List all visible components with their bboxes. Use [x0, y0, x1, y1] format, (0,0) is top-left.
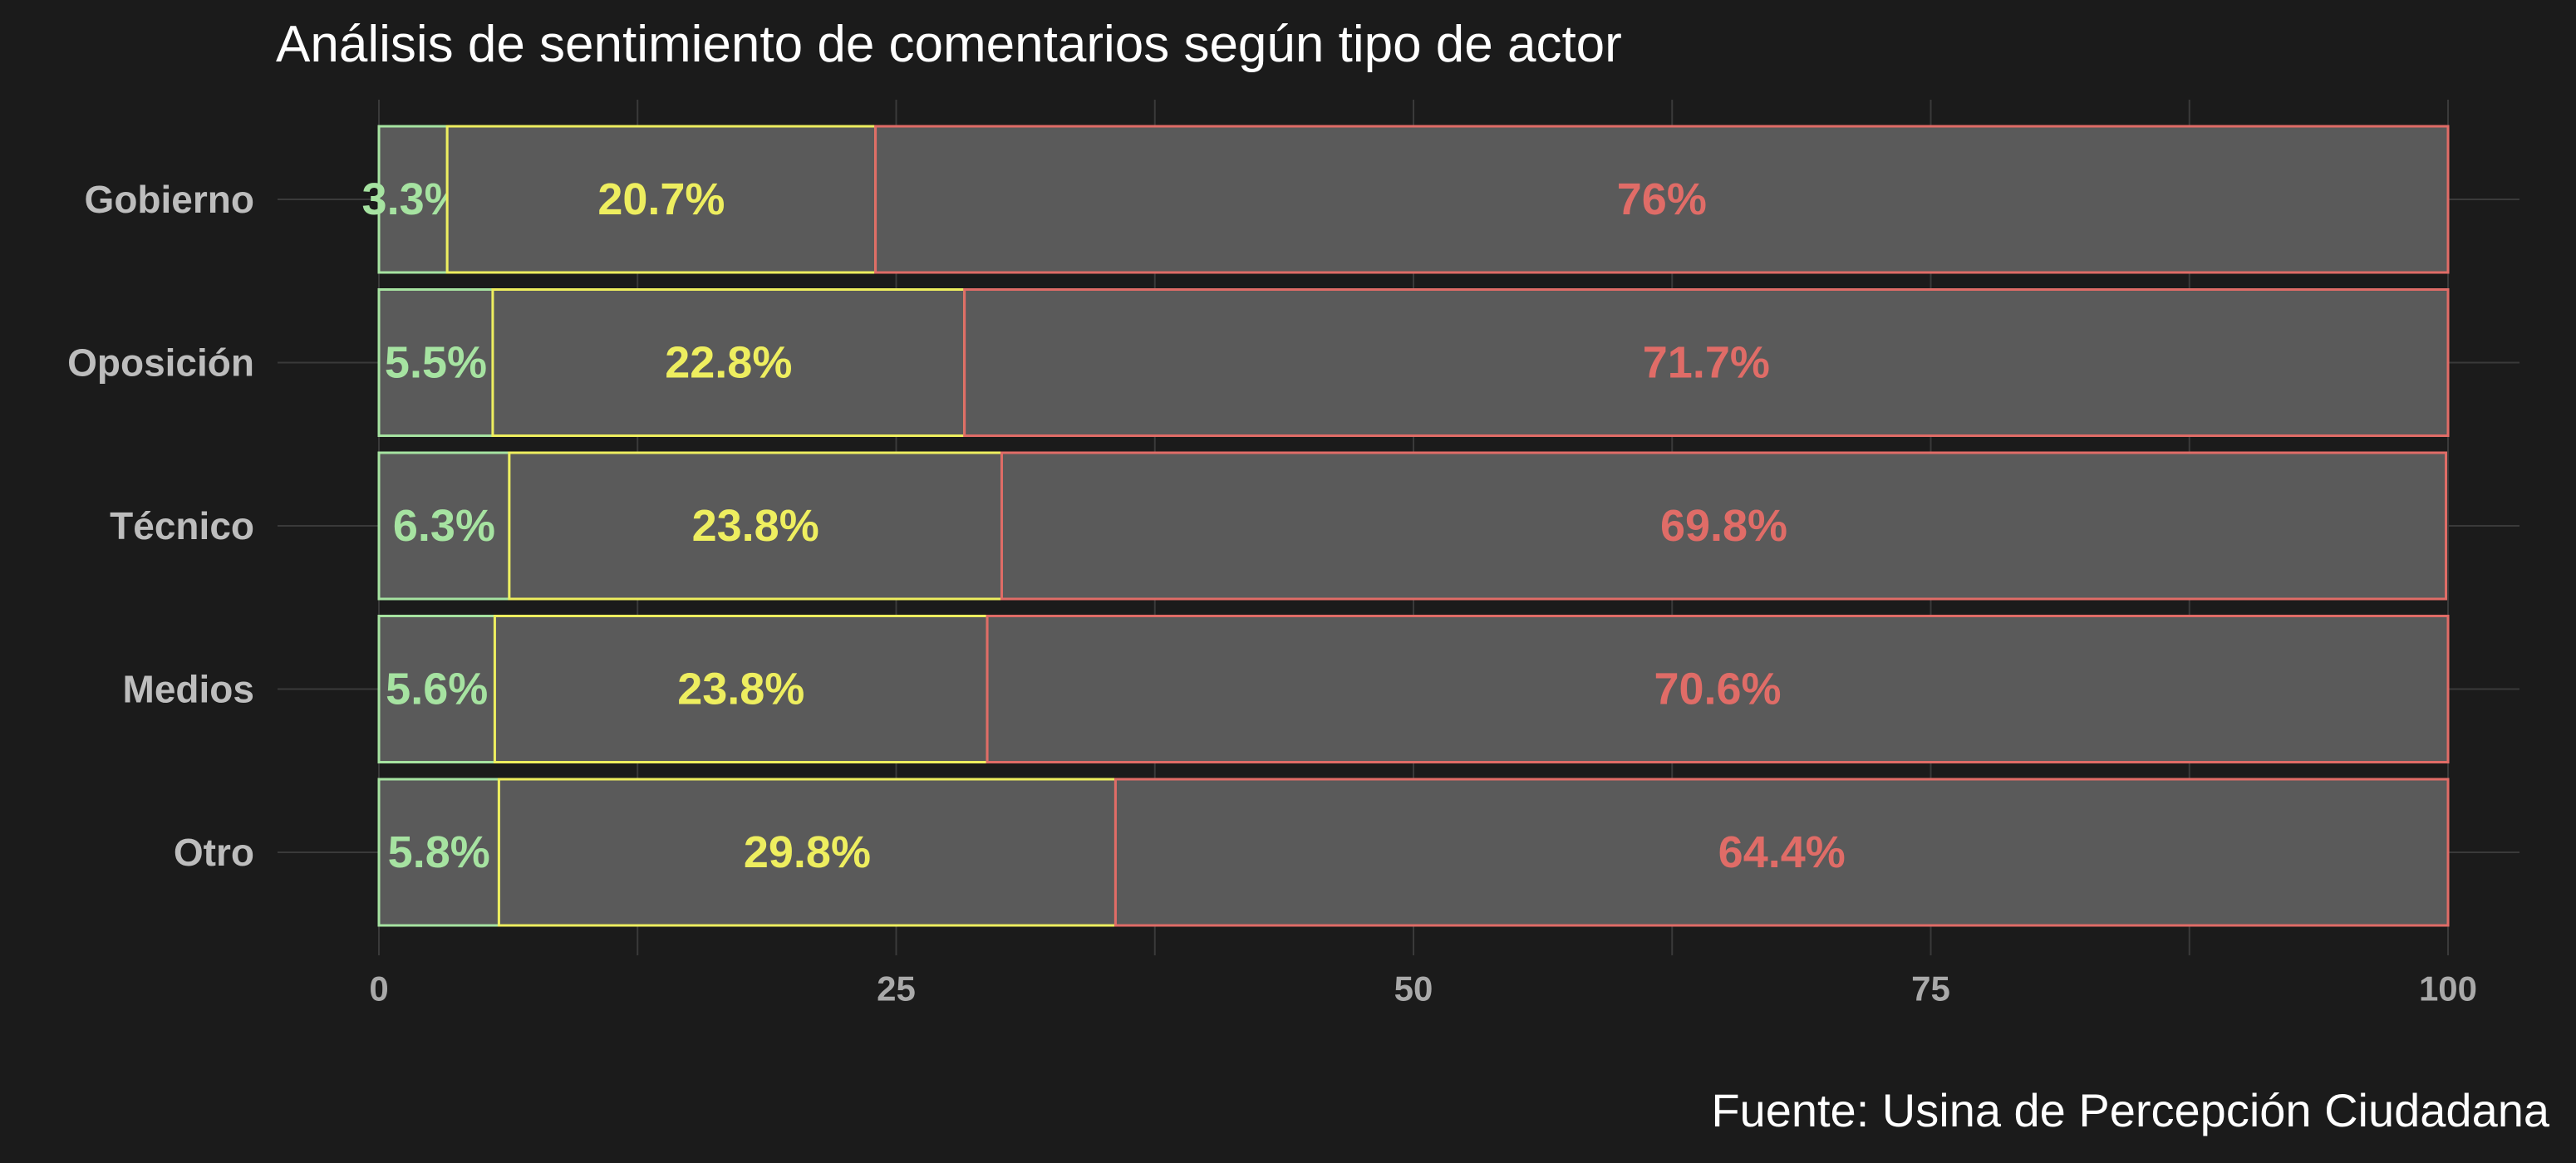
data-label: 5.8%	[388, 827, 490, 877]
x-tick-label: 100	[2419, 969, 2477, 1008]
data-label: 6.3%	[393, 501, 495, 551]
category-label: Oposición	[67, 341, 254, 385]
x-tick-label: 0	[369, 969, 388, 1008]
data-label: 71.7%	[1643, 338, 1770, 388]
category-label: Medios	[123, 668, 254, 711]
chart-title: Análisis de sentimiento de comentarios s…	[276, 16, 1622, 73]
data-label: 20.7%	[597, 174, 725, 224]
category-label: Gobierno	[85, 178, 254, 221]
data-label: 22.8%	[665, 338, 792, 388]
category-label: Técnico	[110, 504, 254, 547]
bars: 3.3% 20.7% 76%5.5% 22.8% 71.7%6.3% 23.8% 69.8%…	[362, 126, 2448, 925]
data-label: 69.8%	[1660, 501, 1787, 551]
data-label: 23.8%	[692, 501, 819, 551]
data-label: 5.6%	[386, 665, 488, 714]
data-label: 70.6%	[1654, 665, 1781, 714]
x-tick-label: 50	[1394, 969, 1433, 1008]
x-tick-label: 75	[1911, 969, 1950, 1008]
chart-caption: Fuente: Usina de Percepción Ciudadana	[1711, 1084, 2550, 1136]
data-label: 23.8%	[677, 665, 804, 714]
category-label: Otro	[174, 831, 254, 874]
data-label: 76%	[1617, 174, 1707, 224]
data-label: 64.4%	[1718, 827, 1846, 877]
data-label: 5.5%	[385, 338, 487, 388]
x-tick-label: 25	[877, 969, 916, 1008]
data-label: 29.8%	[744, 827, 871, 877]
